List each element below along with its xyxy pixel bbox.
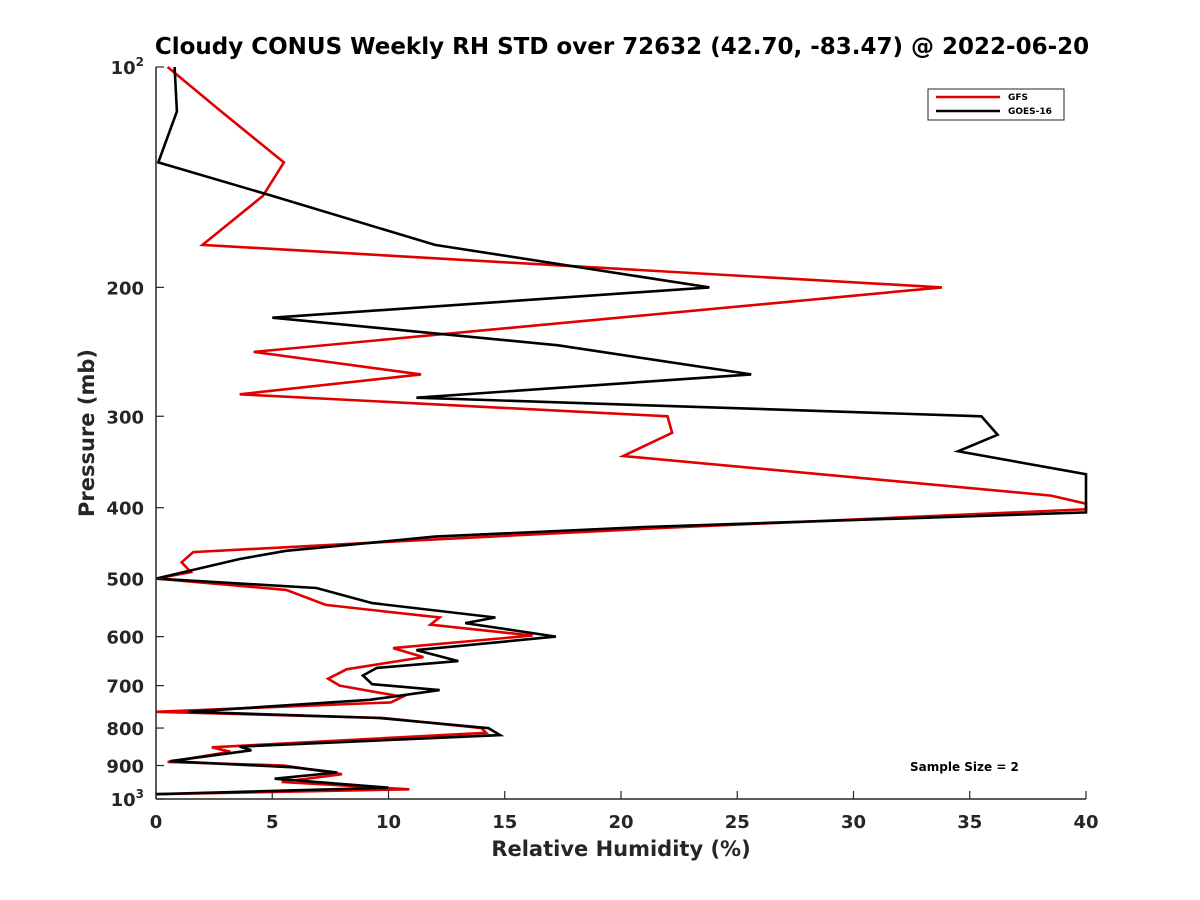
legend-box	[927, 88, 1065, 121]
x-tick-label: 40	[1073, 812, 1098, 833]
x-tick-label: 15	[492, 812, 517, 833]
y-tick-label: 800	[106, 719, 144, 740]
y-tick-label: 400	[106, 499, 144, 520]
x-tick-label: 0	[150, 812, 163, 833]
y-tick-label: 200	[106, 278, 144, 299]
x-tick-label: 35	[957, 812, 982, 833]
plot-area	[156, 67, 1086, 799]
series-line-goes16	[155, 66, 1088, 796]
y-tick-label: 102	[111, 55, 144, 79]
x-axis-label: Relative Humidity (%)	[491, 837, 750, 861]
y-tick-label: 103	[111, 787, 144, 811]
x-tick-label: 5	[266, 812, 279, 833]
y-tick-label: 300	[106, 407, 144, 428]
legend-label-gfs: GFS	[1008, 93, 1028, 103]
x-tick-label: 30	[841, 812, 866, 833]
x-tick-label: 25	[725, 812, 750, 833]
y-tick-label: 500	[106, 570, 144, 591]
y-tick-label: 600	[106, 628, 144, 649]
legend-label-goes16: GOES-16	[1008, 107, 1052, 117]
x-axis-ticks: 0 5 10 15 20 25 30 35 40	[150, 791, 1099, 833]
y-tick-label: 900	[106, 757, 144, 778]
chart-title: Cloudy CONUS Weekly RH STD over 72632 (4…	[155, 34, 1089, 60]
y-axis-label: Pressure (mb)	[75, 349, 99, 517]
y-axis-ticks: 102 200 300 400 500 600 700 800 900 103	[106, 55, 164, 811]
series-layer	[155, 65, 1088, 796]
x-tick-label: 20	[608, 812, 633, 833]
series-line-gfs	[155, 65, 1088, 796]
sample-size-annotation: Sample Size = 2	[910, 760, 1019, 774]
y-tick-label: 700	[106, 677, 144, 698]
x-tick-label: 10	[376, 812, 401, 833]
legend: GFS GOES-16	[927, 88, 1065, 121]
